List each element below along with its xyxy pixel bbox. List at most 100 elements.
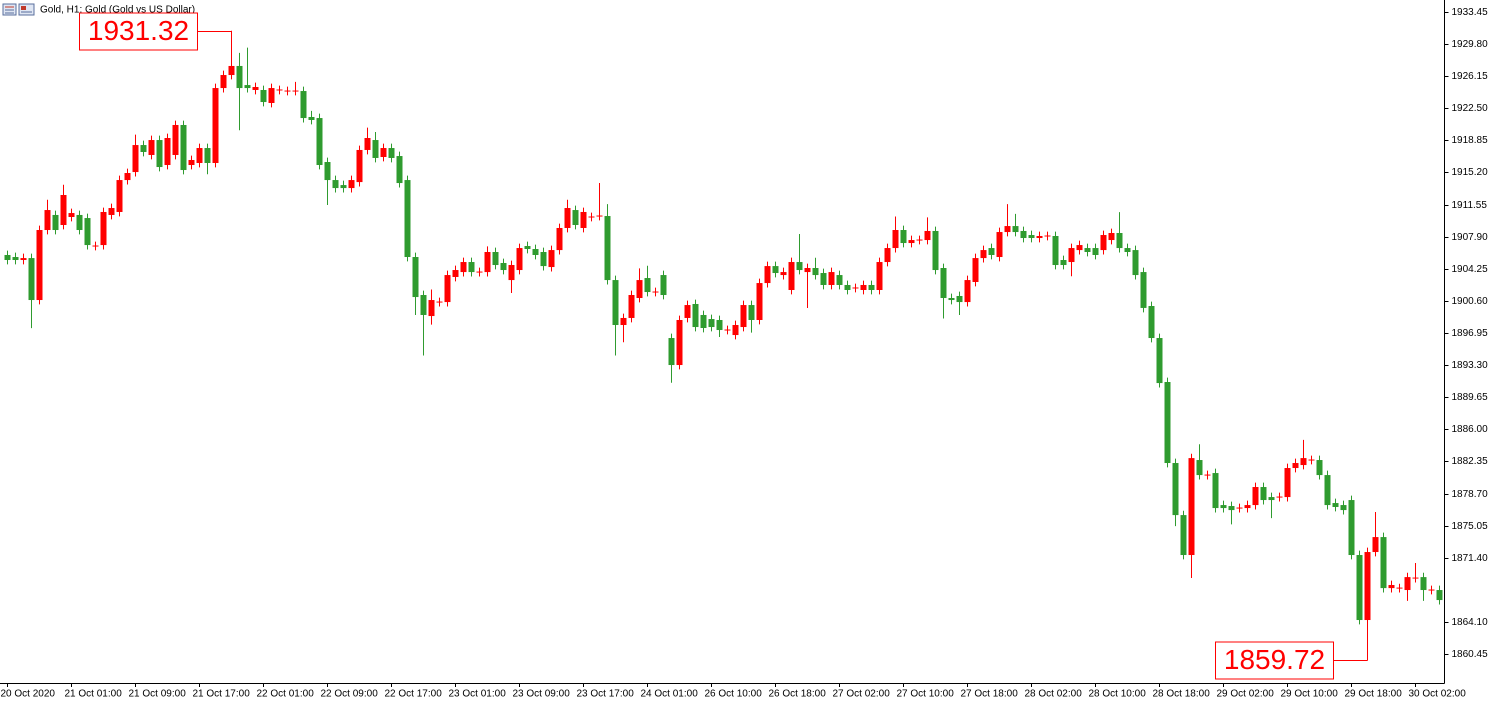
candle-body xyxy=(684,305,691,318)
y-tick-label: 1889.65 xyxy=(1452,392,1489,403)
candle-body xyxy=(116,180,123,212)
candle-body xyxy=(700,314,707,328)
candle-body xyxy=(788,262,795,291)
x-tick-label: 23 Oct 09:00 xyxy=(513,689,571,700)
candle-body xyxy=(540,252,547,267)
candle-body xyxy=(404,180,411,258)
max-price-label: 1931.32 xyxy=(88,15,189,46)
candle-body xyxy=(1332,503,1339,507)
candle-body xyxy=(20,258,27,261)
x-tick-label: 23 Oct 17:00 xyxy=(577,689,635,700)
candle-body xyxy=(532,249,539,255)
x-tick-label: 21 Oct 01:00 xyxy=(65,689,123,700)
candle-body xyxy=(148,140,155,155)
candle-body xyxy=(780,272,787,276)
candle-body xyxy=(1348,500,1355,556)
candle-body xyxy=(524,246,531,250)
candle-body xyxy=(308,116,315,120)
candle-body xyxy=(100,211,107,246)
candle-body xyxy=(228,65,235,76)
candle-body xyxy=(4,254,11,261)
candle-body xyxy=(1004,226,1011,233)
candle-body xyxy=(212,88,219,163)
candle-body xyxy=(1420,577,1427,591)
candle-body xyxy=(108,208,115,215)
candle-body xyxy=(932,230,939,271)
y-tick-label: 1871.40 xyxy=(1452,553,1489,564)
candle-body xyxy=(1028,235,1035,239)
candle-body xyxy=(668,338,675,366)
x-tick-label: 27 Oct 18:00 xyxy=(961,689,1019,700)
candle-body xyxy=(316,118,323,166)
candle-body xyxy=(644,278,651,293)
candle-body xyxy=(1020,230,1027,239)
y-tick-label: 1922.50 xyxy=(1452,103,1489,114)
candle-body xyxy=(740,305,747,328)
x-tick-label: 29 Oct 02:00 xyxy=(1217,689,1275,700)
candle-body xyxy=(860,284,867,291)
candle-body xyxy=(556,227,563,251)
candle-body xyxy=(564,208,571,228)
min-price-box xyxy=(1215,641,1334,680)
candle-body xyxy=(636,280,643,299)
candle-body xyxy=(1292,463,1299,469)
x-tick-label: 24 Oct 01:00 xyxy=(641,689,699,700)
candle-body xyxy=(716,319,723,331)
candle-body xyxy=(124,173,131,181)
candle-body xyxy=(1100,235,1107,251)
y-tick-label: 1911.55 xyxy=(1452,200,1488,211)
candle-body xyxy=(756,283,763,320)
candle-body xyxy=(1388,585,1395,589)
candle-body xyxy=(500,262,507,271)
candle-body xyxy=(300,91,307,119)
candle-body xyxy=(196,148,203,163)
x-tick-label: 26 Oct 18:00 xyxy=(769,689,827,700)
candle-body xyxy=(708,319,715,328)
y-tick-label: 1860.45 xyxy=(1452,649,1489,660)
candle-body xyxy=(1132,250,1139,276)
candle-body xyxy=(1188,458,1195,556)
candle-body xyxy=(900,230,907,244)
candle-body xyxy=(1220,505,1227,509)
candle-body xyxy=(1284,468,1291,498)
candle-body xyxy=(132,145,139,173)
candle-body xyxy=(572,210,579,225)
chart-title: Gold, H1: Gold (Gold vs US Dollar) xyxy=(40,5,195,16)
candle-body xyxy=(772,266,779,274)
candle-body xyxy=(876,262,883,291)
candle-body xyxy=(828,272,835,285)
candle-body xyxy=(140,145,147,152)
candle-body xyxy=(396,156,403,184)
candle-body xyxy=(548,250,555,268)
candle-body xyxy=(1076,245,1083,251)
candle-body xyxy=(1380,537,1387,589)
candle-body xyxy=(956,295,963,303)
x-tick-label: 29 Oct 10:00 xyxy=(1281,689,1339,700)
candle-body xyxy=(796,262,803,271)
candle-body xyxy=(604,216,611,281)
candle-body xyxy=(628,295,635,318)
candle-body xyxy=(60,195,67,225)
candle-body xyxy=(420,295,427,315)
candle-body xyxy=(372,140,379,158)
candle-body xyxy=(1084,248,1091,253)
candle-body xyxy=(1172,463,1179,516)
max-price-box xyxy=(79,12,198,51)
candle-body xyxy=(1196,460,1203,476)
candle-body xyxy=(732,325,739,336)
candle-body xyxy=(388,148,395,158)
y-tick-label: 1933.45 xyxy=(1452,7,1489,18)
candle-body xyxy=(748,305,755,320)
candle-body xyxy=(452,270,459,277)
x-tick-label: 29 Oct 18:00 xyxy=(1345,689,1403,700)
candle-body xyxy=(244,85,251,89)
y-tick-label: 1918.85 xyxy=(1452,135,1489,146)
candle-body xyxy=(44,210,51,231)
candle-body xyxy=(844,284,851,291)
candle-body xyxy=(1268,497,1275,501)
x-tick-label: 21 Oct 09:00 xyxy=(129,689,187,700)
candle-body xyxy=(1140,272,1147,308)
candle-body xyxy=(1148,306,1155,339)
y-tick-label: 1886.00 xyxy=(1452,424,1489,435)
candle-body xyxy=(940,268,947,299)
